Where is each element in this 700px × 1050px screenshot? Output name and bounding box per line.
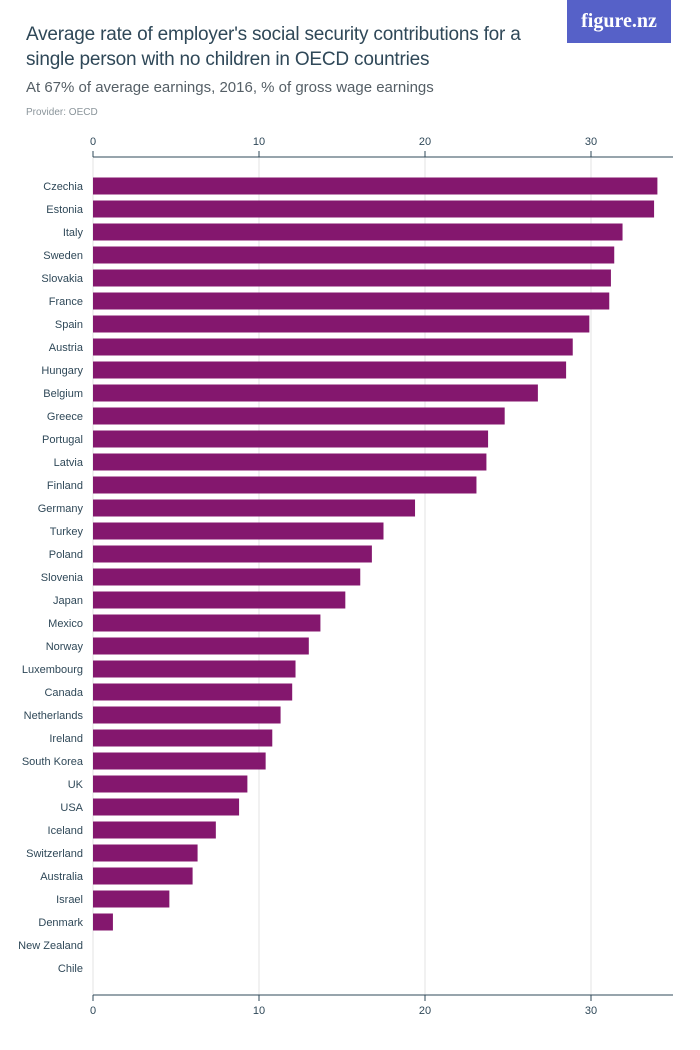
bar[interactable] bbox=[93, 338, 573, 356]
top-tick-label: 20 bbox=[419, 136, 431, 148]
figure-nz-logo[interactable]: figure.nz bbox=[567, 0, 671, 43]
category-label: France bbox=[49, 296, 83, 308]
category-label: New Zealand bbox=[18, 940, 83, 952]
category-label: Mexico bbox=[48, 618, 83, 630]
bar[interactable] bbox=[93, 660, 296, 678]
category-label: Netherlands bbox=[24, 710, 84, 722]
category-label: South Korea bbox=[22, 756, 84, 768]
bar[interactable] bbox=[93, 913, 113, 931]
bottom-tick-label: 10 bbox=[253, 1005, 265, 1017]
top-tick-label: 10 bbox=[253, 136, 265, 148]
bar[interactable] bbox=[93, 200, 655, 218]
bottom-tick-label: 20 bbox=[419, 1005, 431, 1017]
bar[interactable] bbox=[93, 591, 346, 609]
category-label: Poland bbox=[49, 549, 83, 561]
category-label: Ireland bbox=[49, 733, 83, 745]
bar[interactable] bbox=[93, 752, 266, 770]
category-labels: Czechia Estonia Italy Sweden Slovakia France S… bbox=[18, 181, 84, 975]
bar[interactable] bbox=[93, 798, 240, 816]
bar[interactable] bbox=[93, 706, 281, 724]
category-label: Israel bbox=[56, 894, 83, 906]
category-label: Latvia bbox=[54, 457, 84, 469]
category-label: Italy bbox=[63, 227, 84, 239]
bar[interactable] bbox=[93, 269, 611, 287]
category-label: Iceland bbox=[48, 825, 83, 837]
category-label: Slovakia bbox=[41, 273, 83, 285]
bar[interactable] bbox=[93, 292, 610, 310]
bottom-axis: 0 10 20 30 bbox=[90, 994, 673, 1017]
bottom-tick-label: 0 bbox=[90, 1005, 96, 1017]
top-tick-label: 30 bbox=[585, 136, 597, 148]
category-label: Sweden bbox=[43, 250, 83, 262]
bar[interactable] bbox=[93, 867, 193, 885]
chart-title: Average rate of employer's social securi… bbox=[26, 24, 521, 70]
bar[interactable] bbox=[93, 430, 489, 448]
bar[interactable] bbox=[93, 568, 361, 586]
category-label: Spain bbox=[55, 319, 83, 331]
bar[interactable] bbox=[93, 522, 384, 540]
category-label: Slovenia bbox=[41, 572, 84, 584]
bar[interactable] bbox=[93, 476, 477, 494]
top-tick-label: 0 bbox=[90, 136, 96, 148]
category-label: Germany bbox=[38, 503, 84, 515]
category-label: Norway bbox=[46, 641, 84, 653]
bar[interactable] bbox=[93, 729, 273, 747]
category-label: Australia bbox=[40, 871, 84, 883]
bottom-tick-label: 30 bbox=[585, 1005, 597, 1017]
bar[interactable] bbox=[93, 637, 309, 655]
bar[interactable] bbox=[93, 315, 590, 333]
bar[interactable] bbox=[93, 453, 487, 471]
category-label: Canada bbox=[44, 687, 83, 699]
bar[interactable] bbox=[93, 545, 372, 563]
bar[interactable] bbox=[93, 499, 416, 517]
bar[interactable] bbox=[93, 890, 170, 908]
category-label: Hungary bbox=[41, 365, 83, 377]
category-label: Portugal bbox=[42, 434, 83, 446]
category-label: Estonia bbox=[46, 204, 84, 216]
category-label: Luxembourg bbox=[22, 664, 83, 676]
bar[interactable] bbox=[93, 683, 293, 701]
top-axis: 0 10 20 30 bbox=[90, 136, 673, 158]
category-label: Japan bbox=[53, 595, 83, 607]
category-label: Finland bbox=[47, 480, 83, 492]
category-label: Greece bbox=[47, 411, 83, 423]
bar[interactable] bbox=[93, 361, 567, 379]
logo-text: figure.nz bbox=[581, 10, 657, 32]
category-label: Chile bbox=[58, 963, 83, 975]
provider-note: Provider: OECD bbox=[26, 107, 98, 118]
bar[interactable] bbox=[93, 614, 321, 632]
category-label: Turkey bbox=[50, 526, 84, 538]
category-label: Austria bbox=[49, 342, 84, 354]
chart-subtitle: At 67% of average earnings, 2016, % of g… bbox=[26, 79, 434, 96]
bar[interactable] bbox=[93, 844, 198, 862]
bar[interactable] bbox=[93, 821, 216, 839]
bar[interactable] bbox=[93, 223, 623, 241]
category-label: Belgium bbox=[43, 388, 83, 400]
bar[interactable] bbox=[93, 407, 505, 425]
category-label: USA bbox=[60, 802, 83, 814]
bar[interactable] bbox=[93, 177, 658, 195]
bars bbox=[93, 177, 658, 931]
category-label: Switzerland bbox=[26, 848, 83, 860]
bar[interactable] bbox=[93, 246, 615, 264]
category-label: Denmark bbox=[38, 917, 83, 929]
category-label: UK bbox=[68, 779, 84, 791]
bar[interactable] bbox=[93, 384, 538, 402]
bar[interactable] bbox=[93, 775, 248, 793]
category-label: Czechia bbox=[43, 181, 84, 193]
